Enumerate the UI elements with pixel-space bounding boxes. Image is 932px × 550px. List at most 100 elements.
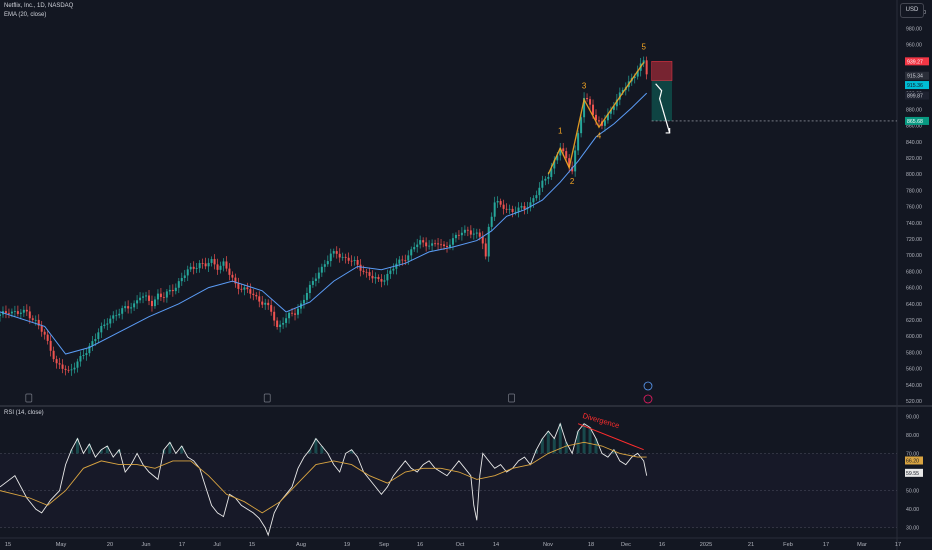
candle-body bbox=[592, 104, 595, 115]
candle-body bbox=[7, 312, 10, 314]
price-tag-label: 915.34 bbox=[907, 74, 923, 80]
candle-body bbox=[401, 259, 404, 261]
candle-body bbox=[577, 133, 580, 151]
time-tick-label: May bbox=[56, 542, 67, 548]
candle-body bbox=[568, 158, 571, 168]
candle-body bbox=[267, 302, 270, 306]
candle-body bbox=[13, 311, 16, 312]
candle-body bbox=[428, 245, 431, 247]
candle-body bbox=[150, 300, 153, 307]
rsi-ma-line bbox=[0, 441, 647, 514]
dividend-icon bbox=[643, 394, 653, 404]
rsi-legend[interactable]: RSI (14, close) bbox=[4, 410, 44, 416]
candle-body bbox=[76, 361, 79, 368]
candle-body bbox=[416, 244, 419, 248]
earnings-icon bbox=[508, 393, 515, 403]
candle-body bbox=[177, 281, 180, 288]
candle-body bbox=[159, 293, 162, 298]
candle-body bbox=[353, 260, 356, 261]
candle-body bbox=[437, 243, 440, 245]
candle-body bbox=[538, 187, 541, 196]
candle-body bbox=[359, 264, 362, 271]
time-tick-label: 17 bbox=[179, 542, 185, 548]
candle-body bbox=[338, 253, 341, 258]
candle-body bbox=[544, 178, 547, 181]
ema-line bbox=[0, 92, 648, 355]
wave-label-4: 4 bbox=[597, 132, 602, 141]
elliott-wave-line bbox=[547, 62, 645, 175]
candle-body bbox=[580, 117, 583, 134]
candle-body bbox=[329, 253, 332, 262]
candle-body bbox=[377, 277, 380, 280]
candle-body bbox=[395, 263, 398, 269]
price-tag-label: 899.87 bbox=[907, 94, 923, 100]
candle-body bbox=[484, 243, 487, 257]
candle-body bbox=[264, 302, 267, 305]
time-tick-label: 17 bbox=[823, 542, 829, 548]
candle-body bbox=[174, 287, 177, 292]
currency-button[interactable]: USD bbox=[900, 3, 924, 18]
candle-body bbox=[91, 341, 94, 346]
candle-body bbox=[210, 259, 213, 263]
price-tick-label: 600.00 bbox=[906, 334, 922, 340]
candle-body bbox=[58, 363, 61, 365]
candle-body bbox=[201, 263, 204, 264]
divergence-line bbox=[577, 423, 644, 451]
candle-body bbox=[112, 315, 115, 319]
price-tick-label: 740.00 bbox=[906, 221, 922, 227]
candle-body bbox=[258, 296, 261, 302]
candle-body bbox=[285, 318, 288, 323]
candle-body bbox=[115, 315, 118, 317]
price-tag bbox=[905, 57, 929, 66]
candle-body bbox=[10, 311, 13, 314]
rsi-tick-label: 90.00 bbox=[906, 414, 919, 420]
price-tick-label: 880.00 bbox=[906, 107, 922, 113]
symbol-legend[interactable]: Netflix, Inc., 1D, NASDAQ bbox=[4, 3, 74, 9]
candle-body bbox=[368, 272, 371, 276]
candle-body bbox=[305, 292, 308, 300]
candle-body bbox=[207, 262, 210, 267]
candle-body bbox=[82, 355, 85, 357]
candle-body bbox=[148, 295, 150, 301]
time-tick-label: Dec bbox=[621, 542, 631, 548]
candle-body bbox=[457, 234, 460, 236]
candle-body bbox=[100, 326, 103, 333]
candle-body bbox=[25, 309, 28, 312]
candle-body bbox=[228, 268, 231, 275]
candle-body bbox=[586, 97, 589, 100]
candle-body bbox=[61, 364, 64, 369]
candle-body bbox=[380, 279, 383, 282]
candle-body bbox=[597, 120, 600, 122]
candle-body bbox=[118, 313, 121, 316]
price-tag-label: 915.36 bbox=[907, 83, 923, 89]
price-tick-label: 640.00 bbox=[906, 302, 922, 308]
candle-body bbox=[615, 99, 618, 107]
candle-body bbox=[171, 289, 174, 292]
candle-body bbox=[4, 311, 7, 313]
candle-body bbox=[502, 204, 505, 209]
candle-body bbox=[446, 246, 448, 248]
candle-body bbox=[219, 265, 222, 270]
candle-body bbox=[347, 257, 350, 261]
candle-body bbox=[291, 312, 294, 314]
candle-body bbox=[645, 60, 648, 75]
candle-body bbox=[362, 270, 365, 272]
price-tag-label: 939.27 bbox=[907, 59, 923, 65]
candle-body bbox=[106, 323, 109, 325]
candle-body bbox=[472, 233, 475, 235]
candle-body bbox=[320, 266, 323, 273]
ema-legend[interactable]: EMA (20, close) bbox=[4, 12, 47, 18]
candle-body bbox=[198, 263, 201, 269]
candle-body bbox=[192, 266, 195, 269]
time-tick-label: 15 bbox=[5, 542, 11, 548]
wave-label-1: 1 bbox=[558, 127, 563, 136]
price-tick-label: 820.00 bbox=[906, 156, 922, 162]
candle-body bbox=[344, 256, 347, 258]
candle-body bbox=[422, 240, 425, 243]
stop-loss-zone bbox=[651, 61, 673, 81]
candle-body bbox=[121, 308, 124, 314]
candle-body bbox=[621, 89, 624, 93]
candle-body bbox=[46, 334, 49, 341]
